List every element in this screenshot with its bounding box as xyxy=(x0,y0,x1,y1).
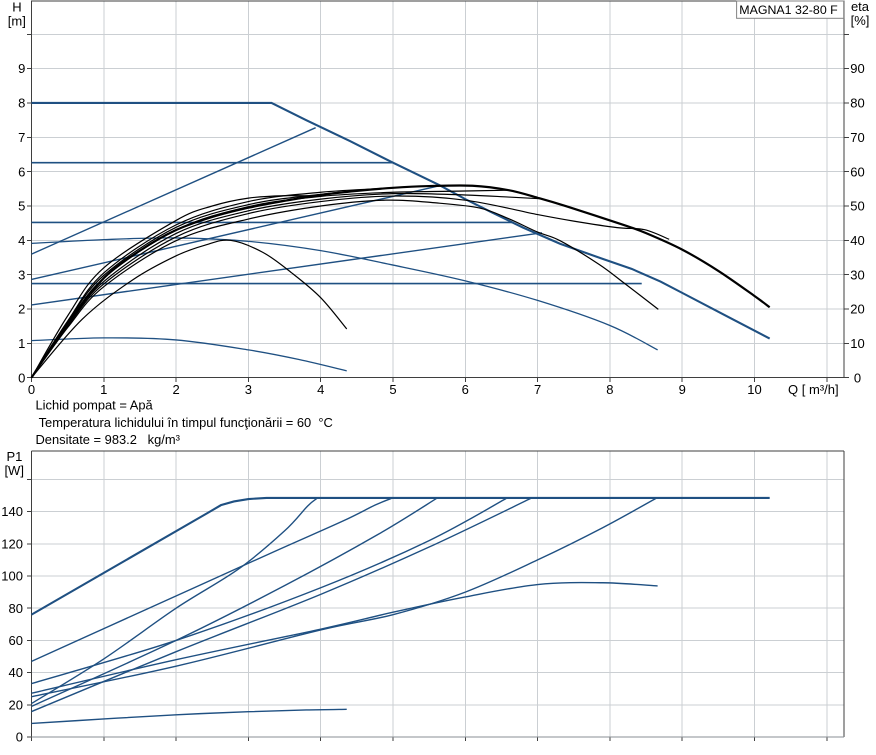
svg-text:90: 90 xyxy=(850,61,864,76)
svg-text:9: 9 xyxy=(679,382,686,397)
svg-text:70: 70 xyxy=(850,130,864,145)
svg-text:80: 80 xyxy=(9,601,23,616)
svg-text:0: 0 xyxy=(28,382,35,397)
svg-text:MAGNA1 32-80 F: MAGNA1 32-80 F xyxy=(739,3,838,17)
svg-text:2: 2 xyxy=(172,382,179,397)
svg-text:30: 30 xyxy=(850,267,864,282)
svg-text:40: 40 xyxy=(850,233,864,248)
svg-text:eta: eta xyxy=(851,0,870,14)
svg-text:4: 4 xyxy=(18,233,25,248)
svg-text:50: 50 xyxy=(850,199,864,214)
svg-text:10: 10 xyxy=(747,382,761,397)
svg-text:0: 0 xyxy=(18,370,25,385)
svg-text:7: 7 xyxy=(534,382,541,397)
svg-text:[W]: [W] xyxy=(4,463,24,478)
svg-text:0: 0 xyxy=(854,370,861,385)
svg-text:3: 3 xyxy=(18,267,25,282)
svg-text:P1: P1 xyxy=(6,449,22,464)
svg-text:20: 20 xyxy=(850,302,864,317)
svg-text:5: 5 xyxy=(389,382,396,397)
svg-text:1: 1 xyxy=(18,336,25,351)
svg-text:120: 120 xyxy=(1,536,23,551)
svg-text:60: 60 xyxy=(850,164,864,179)
svg-text:[%]: [%] xyxy=(851,13,870,28)
svg-text:10: 10 xyxy=(850,336,864,351)
svg-text:4: 4 xyxy=(317,382,324,397)
svg-text:Densitate = 983.2 kg/m³: Densitate = 983.2 kg/m³ xyxy=(36,432,181,447)
svg-text:Lichid pompat = Apă: Lichid pompat = Apă xyxy=(36,398,154,413)
svg-text:0: 0 xyxy=(16,730,23,745)
svg-text:8: 8 xyxy=(606,382,613,397)
svg-text:8: 8 xyxy=(18,96,25,111)
svg-text:7: 7 xyxy=(18,130,25,145)
svg-text:40: 40 xyxy=(9,665,23,680)
svg-text:5: 5 xyxy=(18,199,25,214)
svg-text:6: 6 xyxy=(18,164,25,179)
svg-text:2: 2 xyxy=(18,302,25,317)
svg-text:6: 6 xyxy=(462,382,469,397)
svg-text:100: 100 xyxy=(1,569,23,584)
svg-text:H: H xyxy=(12,0,21,15)
svg-text:60: 60 xyxy=(9,633,23,648)
svg-text:80: 80 xyxy=(850,96,864,111)
svg-text:[m]: [m] xyxy=(8,14,26,29)
svg-text:9: 9 xyxy=(18,61,25,76)
svg-text:Q [ m³/h]: Q [ m³/h] xyxy=(788,382,839,397)
svg-text:3: 3 xyxy=(245,382,252,397)
svg-text:140: 140 xyxy=(1,504,23,519)
svg-text:Temperatura lichidului în timp: Temperatura lichidului în timpul funcţio… xyxy=(39,415,333,430)
svg-text:20: 20 xyxy=(9,697,23,712)
svg-text:1: 1 xyxy=(100,382,107,397)
